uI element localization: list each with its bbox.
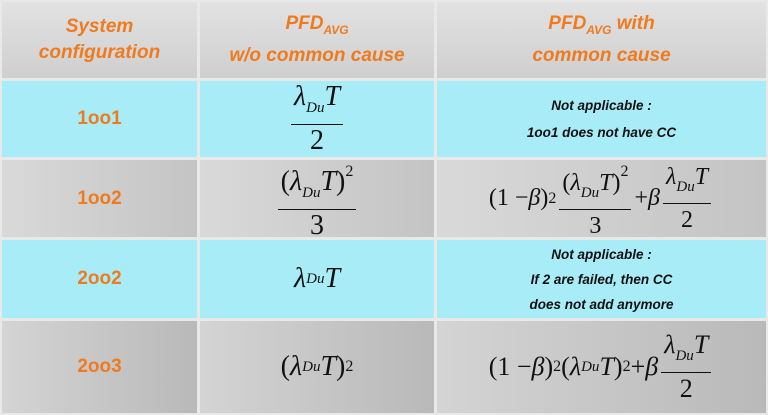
row-1oo2-config: 1oo2 [2,160,197,237]
header-text: PFDAVG [285,13,349,37]
config-label: 2oo2 [77,268,122,289]
header-text: common cause [532,45,671,66]
header-system-configuration: System configuration [2,2,197,78]
row-2oo3-config: 2oo3 [2,321,197,413]
note-line: 1oo1 does not have CC [526,125,677,140]
row-2oo3-pfd-cc: (1 − β) 2 (λ Du T) 2 + β λDuT 2 [437,321,766,413]
note-line: Not applicable : [551,98,652,113]
row-2oo2-pfd: λ Du T [200,240,434,318]
header-text: System [65,16,134,37]
row-2oo2-cc-note: Not applicable : If 2 are failed, then C… [437,240,766,318]
formula: (1 − β) 2 (λ Du T) 2 + β λDuT 2 [489,329,715,405]
note-line: Not applicable : [551,246,652,262]
formula: (λDuT)2 3 [275,156,360,242]
formula: (1 − β) 2 (λDuT)2 3 + β λDuT 2 [489,156,714,242]
header-text: w/o common cause [229,45,405,66]
row-1oo2-pfd: (λDuT)2 3 [200,160,434,241]
header-pfd-with-cc: PFDAVG with common cause [437,2,766,78]
row-1oo1-config: 1oo1 [2,81,197,157]
header-pfd-without-cc: PFDAVG w/o common cause [200,2,434,78]
row-1oo2-pfd-cc: (1 − β) 2 (λDuT)2 3 + β λDuT 2 [437,160,766,239]
note-line: does not add anymore [529,296,674,312]
note-line: If 2 are failed, then CC [530,271,673,287]
header-text: PFDAVG with [548,13,655,37]
row-2oo3-pfd: (λ Du T) 2 [200,321,434,413]
formula: (λ Du T) 2 [280,351,354,382]
formula: λ Du T [293,263,341,294]
formula: λDuT 2 [288,81,346,157]
config-label: 1oo2 [77,187,122,209]
row-2oo2-config: 2oo2 [2,240,197,318]
header-text: configuration [38,42,161,63]
row-1oo1-cc-note: Not applicable : 1oo1 does not have CC [437,81,766,157]
row-1oo1-pfd: λDuT 2 [200,81,434,157]
config-label: 1oo1 [77,108,122,129]
config-label: 2oo3 [77,356,122,377]
